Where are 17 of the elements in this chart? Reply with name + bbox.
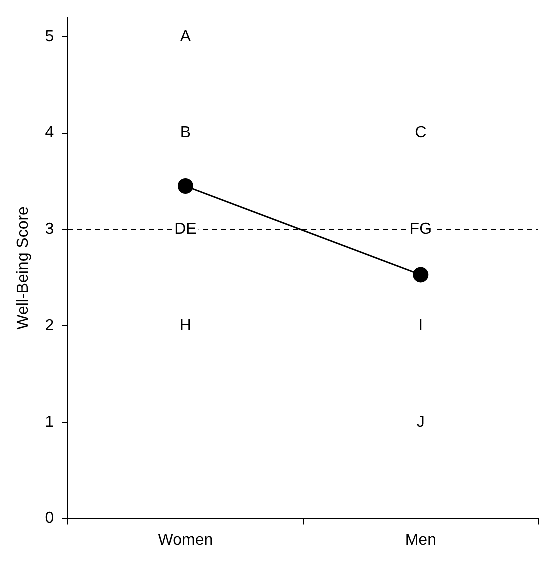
annotation: J (416, 414, 425, 431)
annotation: I (418, 317, 424, 334)
x-tick-label: Women (158, 532, 214, 549)
annotation: DE (174, 221, 197, 238)
y-tick-label: 3 (45, 221, 54, 238)
x-tick-label: Men (405, 532, 436, 549)
annotation: A (180, 28, 192, 46)
y-axis-title: Well-Being Score (15, 206, 32, 330)
y-tick-label: 0 (45, 510, 54, 528)
y-tick-label: 1 (45, 414, 54, 431)
annotation: B (180, 124, 192, 142)
annotation: C (415, 124, 427, 142)
annotation: FG (410, 221, 432, 238)
y-tick-label: 5 (45, 28, 54, 46)
y-tick-label: 2 (45, 317, 54, 334)
annotation: H (180, 317, 192, 334)
y-tick-label: 4 (45, 124, 54, 142)
